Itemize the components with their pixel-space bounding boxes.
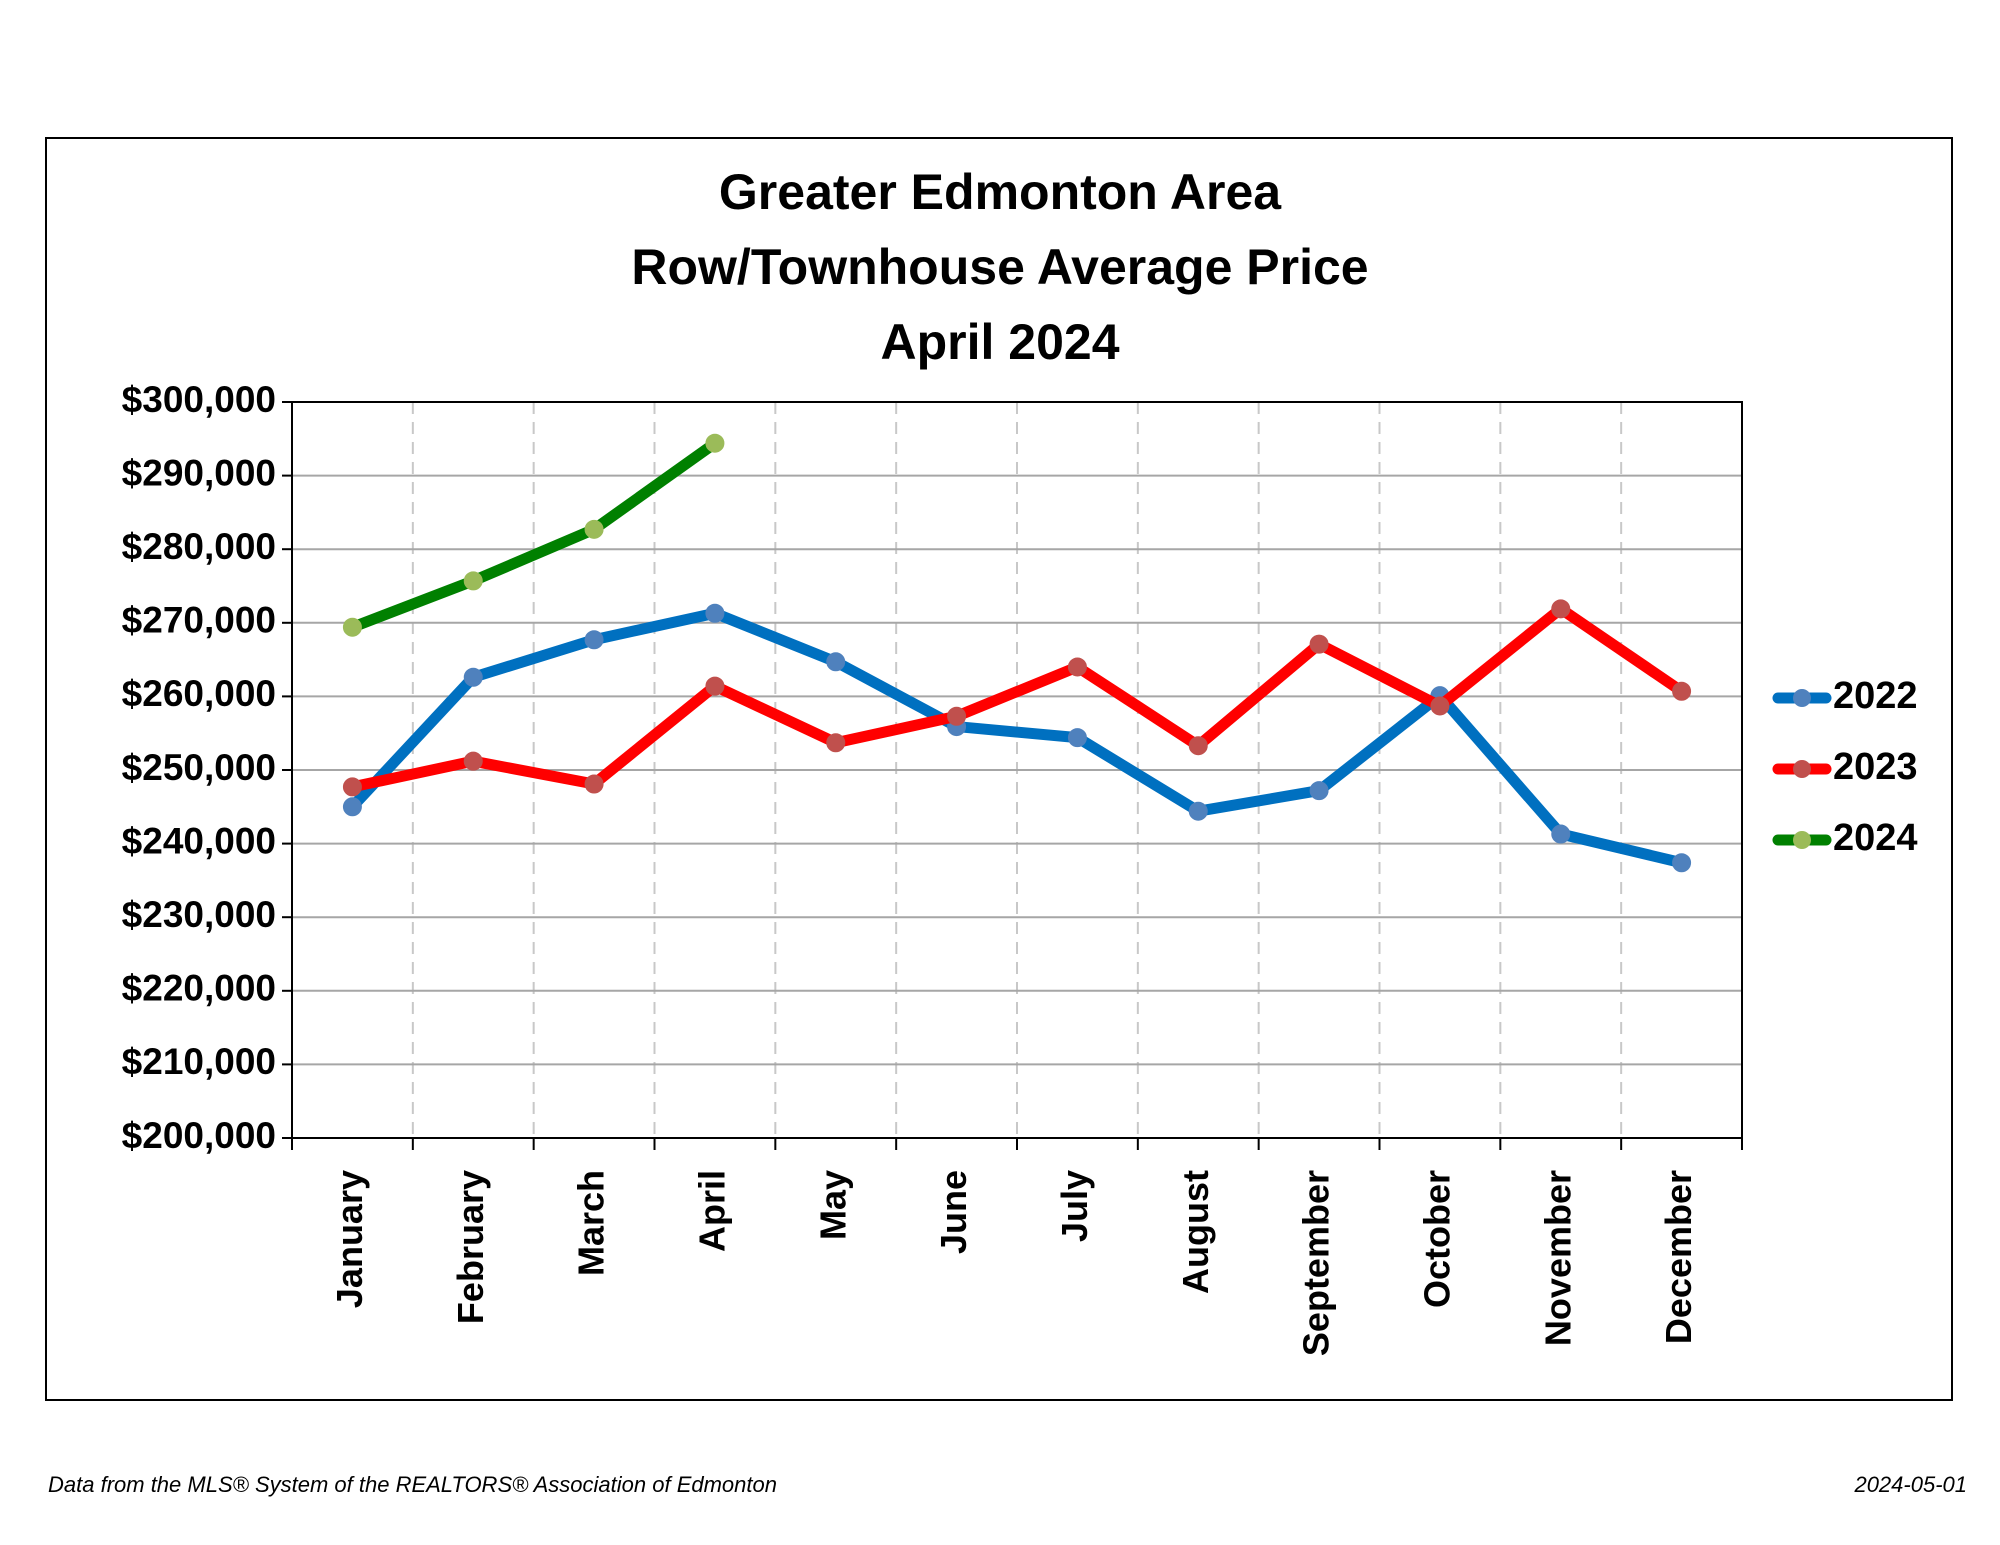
x-tick-label: June [933, 1170, 974, 1254]
y-tick-label: $240,000 [122, 820, 276, 861]
y-tick-label: $230,000 [122, 894, 276, 935]
x-tick-label: May [812, 1170, 853, 1240]
data-point [1551, 824, 1571, 844]
data-point [705, 603, 725, 623]
data-point [1309, 634, 1329, 654]
data-point [584, 519, 604, 539]
x-tick-label: February [450, 1170, 491, 1324]
legend-label: 2023 [1833, 746, 1918, 788]
source-note: Data from the MLS® System of the REALTOR… [48, 1472, 777, 1497]
data-point [1430, 696, 1450, 716]
y-tick-label: $220,000 [122, 968, 276, 1009]
data-point [342, 777, 362, 797]
x-tick-label: December [1658, 1170, 1699, 1344]
x-tick-label: July [1054, 1170, 1095, 1242]
series-line [346, 437, 721, 633]
chart-title: Greater Edmonton Area [719, 164, 1282, 220]
y-tick-label: $210,000 [122, 1041, 276, 1082]
data-point [1672, 681, 1692, 701]
data-point [1551, 599, 1571, 619]
y-tick-label: $260,000 [122, 673, 276, 714]
y-tick-label: $280,000 [122, 526, 276, 567]
series-line [346, 607, 1688, 869]
legend-label: 2024 [1833, 817, 1918, 859]
data-point [1067, 657, 1087, 677]
chart-title: April 2024 [880, 314, 1119, 370]
data-point [1188, 736, 1208, 756]
data-point [705, 676, 725, 696]
data-point [463, 751, 483, 771]
x-tick-label: March [571, 1170, 612, 1276]
data-point [463, 667, 483, 687]
data-point [342, 617, 362, 637]
data-point [1672, 853, 1692, 873]
data-point [584, 630, 604, 650]
y-tick-label: $270,000 [122, 600, 276, 641]
x-tick-label: September [1296, 1170, 1337, 1356]
x-tick-label: August [1175, 1170, 1216, 1294]
data-point [826, 733, 846, 753]
x-tick-label: January [329, 1170, 370, 1308]
data-point [342, 797, 362, 817]
data-point [584, 774, 604, 794]
y-tick-label: $250,000 [122, 747, 276, 788]
chart-title: Row/Townhouse Average Price [631, 239, 1368, 295]
y-tick-label: $300,000 [122, 379, 276, 420]
data-point [826, 652, 846, 672]
x-tick-label: November [1537, 1170, 1578, 1346]
legend-marker [1793, 831, 1811, 849]
legend-marker [1793, 760, 1811, 778]
x-tick-label: April [691, 1170, 732, 1252]
date-note: 2024-05-01 [1853, 1472, 1967, 1497]
legend-label: 2022 [1833, 675, 1918, 717]
data-point [1188, 801, 1208, 821]
data-point [1067, 728, 1087, 748]
data-point [1309, 781, 1329, 801]
data-point [947, 706, 967, 726]
series-line [346, 603, 1688, 793]
y-tick-label: $290,000 [122, 452, 276, 493]
data-point [705, 433, 725, 453]
data-point [463, 571, 483, 591]
x-tick-label: October [1416, 1170, 1457, 1308]
legend-marker [1793, 689, 1811, 707]
y-tick-label: $200,000 [122, 1115, 276, 1156]
